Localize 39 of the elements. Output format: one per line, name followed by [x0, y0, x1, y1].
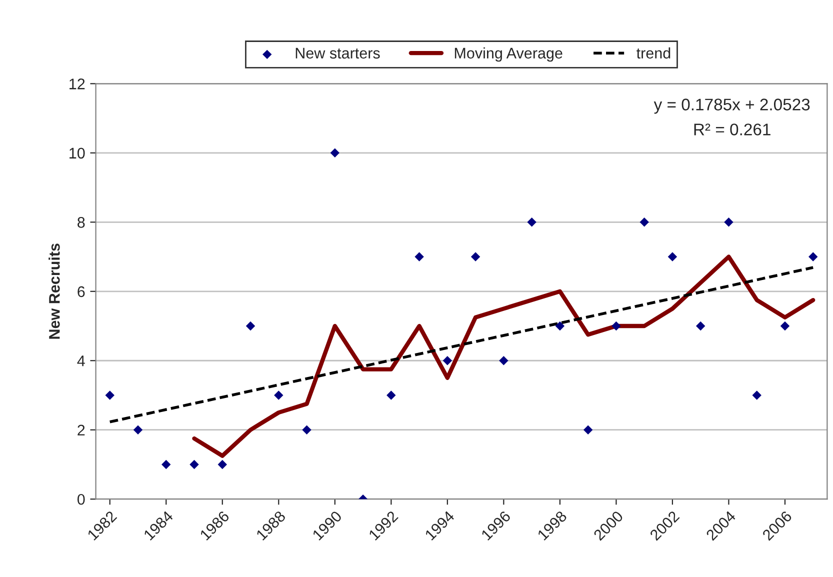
point [583, 425, 593, 434]
y-tick-label: 2 [78, 424, 85, 436]
point [218, 460, 227, 470]
point [808, 252, 818, 262]
y-tick-label: 10 [70, 148, 85, 159]
point [105, 390, 114, 400]
legend-label: New starters [296, 48, 380, 59]
point [724, 218, 734, 227]
y-tick-label: 8 [78, 217, 85, 228]
y-axis-title: New Recruits [48, 244, 60, 339]
point [555, 321, 565, 331]
legend-label: Moving Average [454, 47, 562, 62]
point [162, 460, 171, 470]
point [696, 321, 706, 331]
point [640, 218, 649, 227]
y-tick-label: 4 [77, 356, 85, 366]
annotation: R² = 0.261 [694, 124, 770, 136]
point [470, 252, 480, 262]
point [668, 252, 678, 262]
point [386, 390, 396, 400]
point [499, 356, 508, 366]
point [780, 321, 790, 331]
y-tick-label: 6 [78, 286, 85, 298]
point [527, 218, 536, 227]
point [330, 148, 340, 158]
line-series [192, 254, 816, 458]
annotation: y = 0.1785x + 2.0523 [654, 98, 810, 114]
y-tick-label: 0 [77, 494, 85, 505]
point [442, 356, 452, 366]
legend-label: trend [636, 47, 670, 59]
point [190, 460, 199, 470]
point [133, 425, 143, 434]
point [612, 321, 621, 331]
point [414, 252, 424, 262]
point [752, 390, 762, 400]
y-tick-label: 12 [70, 78, 85, 90]
point [302, 425, 312, 434]
point [246, 321, 256, 331]
point [274, 390, 284, 400]
